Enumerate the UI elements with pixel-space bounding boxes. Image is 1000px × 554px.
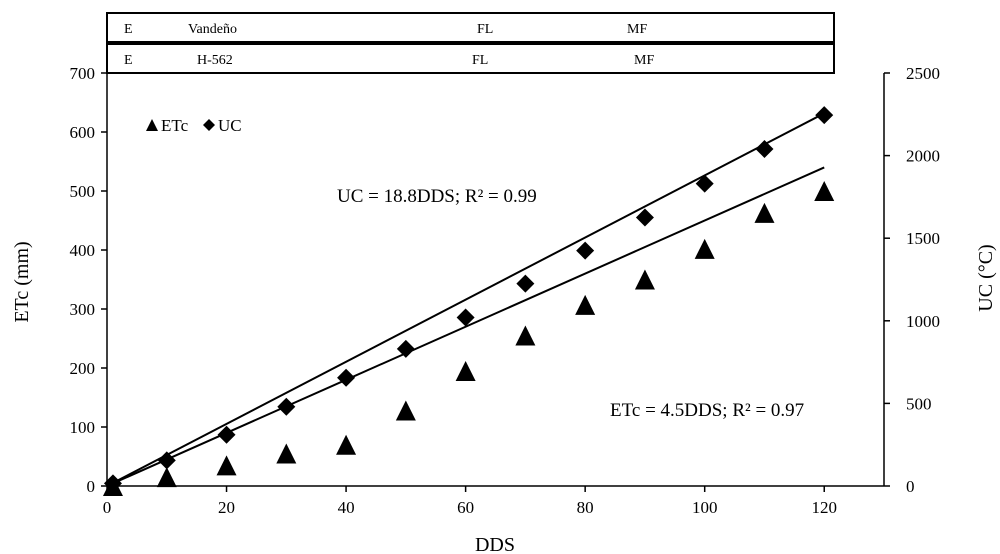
uc-trendline bbox=[112, 112, 825, 484]
right-tick-label: 0 bbox=[906, 477, 915, 496]
y-axis-left-title: ETc (mm) bbox=[11, 241, 33, 322]
x-axis-ticks: 0 20 40 60 80 100 120 bbox=[103, 486, 837, 517]
left-tick-label: 500 bbox=[70, 182, 96, 201]
x-tick-label: 120 bbox=[811, 498, 837, 517]
etc-point bbox=[276, 443, 297, 464]
row2-variety: H-562 bbox=[197, 53, 233, 68]
etc-point bbox=[515, 325, 536, 346]
right-axis-ticks: 0 500 1000 1500 2000 2500 bbox=[884, 64, 940, 496]
x-tick-label: 80 bbox=[577, 498, 594, 517]
uc-point bbox=[695, 174, 714, 193]
left-tick-label: 0 bbox=[87, 477, 96, 496]
left-tick-label: 200 bbox=[70, 359, 96, 378]
phenology-row-2-box bbox=[106, 43, 835, 74]
left-tick-label: 600 bbox=[70, 123, 96, 142]
etc-point bbox=[814, 181, 835, 201]
x-tick-label: 100 bbox=[692, 498, 718, 517]
left-axis-ticks: 0 100 200 300 400 500 600 700 bbox=[70, 64, 107, 496]
etc-point bbox=[634, 269, 655, 290]
uc-point bbox=[635, 208, 654, 227]
legend-uc-label: UC bbox=[218, 116, 242, 135]
etc-point bbox=[754, 202, 775, 223]
trendlines bbox=[112, 112, 825, 485]
uc-point bbox=[103, 474, 122, 493]
uc-point bbox=[516, 274, 535, 293]
right-tick-label: 1000 bbox=[906, 312, 940, 331]
etc-trendline-equation: ETc = 4.5DDS; R² = 0.97 bbox=[610, 400, 804, 421]
uc-point bbox=[217, 425, 236, 444]
etc-point bbox=[395, 400, 416, 421]
x-tick-label: 0 bbox=[103, 498, 112, 517]
uc-point bbox=[755, 139, 774, 158]
x-tick-label: 40 bbox=[338, 498, 355, 517]
uc-trendline-equation: UC = 18.8DDS; R² = 0.99 bbox=[337, 186, 537, 207]
row1-variety: Vandeño bbox=[188, 22, 237, 37]
uc-point bbox=[157, 451, 176, 470]
uc-point bbox=[456, 308, 475, 327]
left-tick-label: 400 bbox=[70, 241, 96, 260]
etc-point bbox=[694, 238, 715, 259]
x-tick-label: 20 bbox=[218, 498, 235, 517]
legend-uc-marker bbox=[203, 119, 215, 131]
right-tick-label: 2000 bbox=[906, 147, 940, 166]
uc-point bbox=[396, 339, 415, 358]
data-points bbox=[102, 106, 835, 496]
uc-point bbox=[337, 368, 356, 387]
phenology-header: E Vandeño FL MF E H-562 FL MF bbox=[106, 12, 835, 74]
etc-trendline bbox=[112, 166, 825, 485]
row2-stage-fl: FL bbox=[472, 53, 488, 68]
right-tick-label: 500 bbox=[906, 394, 932, 413]
left-tick-label: 100 bbox=[70, 418, 96, 437]
legend-etc-marker bbox=[146, 119, 158, 131]
etc-point bbox=[156, 467, 177, 488]
etc-point bbox=[336, 434, 357, 455]
phenology-row-1-box bbox=[106, 12, 835, 43]
uc-point bbox=[815, 106, 834, 125]
right-tick-label: 2500 bbox=[906, 64, 940, 83]
row2-stage-e: E bbox=[124, 53, 133, 68]
uc-point bbox=[576, 241, 595, 260]
right-tick-label: 1500 bbox=[906, 229, 940, 248]
etc-point bbox=[455, 360, 476, 381]
row1-stage-e: E bbox=[124, 22, 133, 37]
left-tick-label: 700 bbox=[70, 64, 96, 83]
uc-point bbox=[277, 397, 296, 416]
etc-point bbox=[575, 294, 596, 315]
row1-stage-mf: MF bbox=[627, 22, 647, 37]
legend: ETc UC bbox=[146, 116, 242, 135]
x-tick-label: 60 bbox=[457, 498, 474, 517]
row2-stage-mf: MF bbox=[634, 53, 654, 68]
y-axis-right-title: UC (°C) bbox=[975, 244, 997, 311]
x-axis-title: DDS bbox=[475, 534, 515, 554]
etc-point bbox=[216, 455, 237, 476]
left-tick-label: 300 bbox=[70, 300, 96, 319]
row1-stage-fl: FL bbox=[477, 22, 493, 37]
legend-etc-label: ETc bbox=[161, 116, 189, 135]
